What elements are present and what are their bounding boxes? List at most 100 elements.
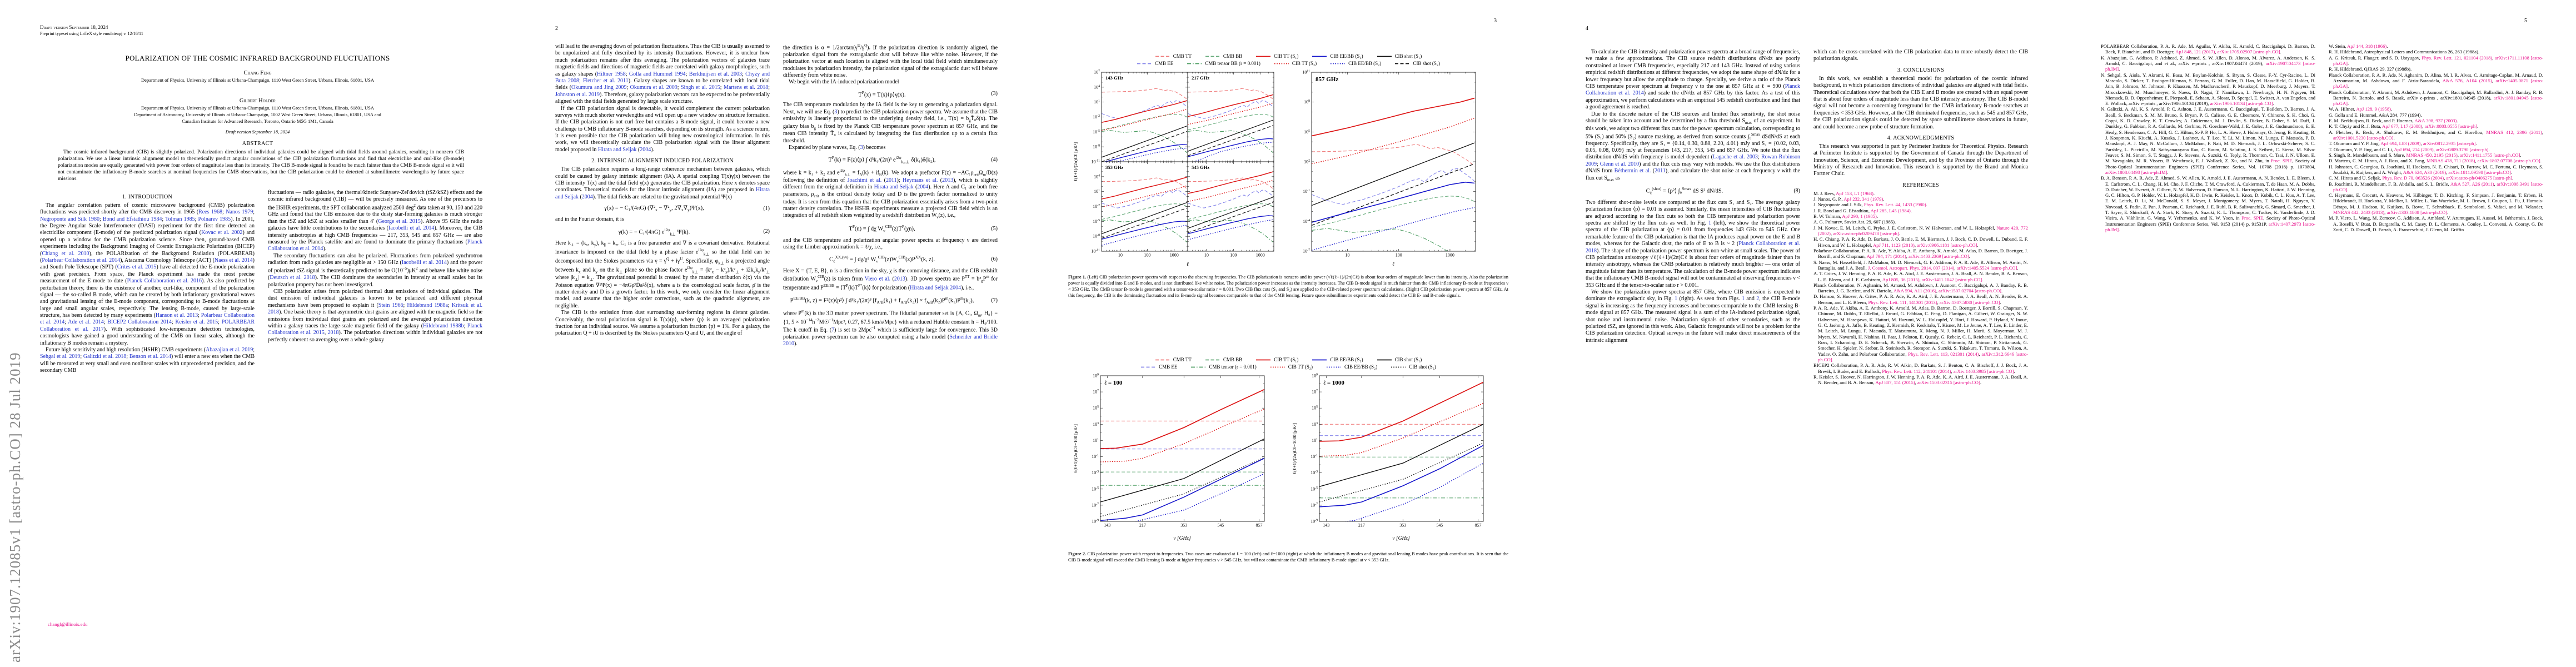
citation-link[interactable]: Kritsuk et al. 2018 (268, 302, 482, 316)
reference-link[interactable]: arXiv:0812.2935 [astro-ph] (2423, 141, 2476, 147)
reference-link[interactable]: ApJ 848, 121 (2017) (2175, 49, 2215, 55)
reference-link[interactable]: Nature 420, 772 (2002) (1818, 225, 2028, 237)
reference-link[interactable]: J. Cosmol. Astropart. Phys. 2014, 007 (2… (1867, 265, 1955, 271)
citation-link[interactable]: Negroponte and Silk 1980 (40, 216, 100, 222)
citation-link[interactable]: Bond and Efstathiou 1984 (102, 216, 162, 222)
citation-link[interactable]: Keisler et al. 2015 (175, 319, 218, 326)
citation-link[interactable]: Hirata and Seljak 2004 (910, 285, 961, 291)
reference-link[interactable]: ApJ 153, L1 (1968) (1836, 190, 1874, 196)
citation-link[interactable]: Hanson et al. 2013 (155, 312, 198, 319)
citation-link[interactable]: Nanos 1979 (226, 209, 253, 216)
reference-link[interactable]: MNRAS 478, 711 (2018) (2426, 158, 2475, 164)
reference-link[interactable]: arXiv:0906.1181 [astro-ph.CO] (1917, 242, 1977, 248)
reference-link[interactable]: Phys. Rev. Lett. 112, 241101 (2014) (1882, 368, 1951, 374)
citation-link[interactable]: Lagache et al. 2003 (1713, 154, 1758, 161)
citation-link[interactable]: 2004 (581, 193, 593, 200)
reference-link[interactable]: arXiv:1705.02907 [astro-ph.CO] (2217, 49, 2280, 55)
citation-link[interactable]: Fletcher et al. 2011 (582, 77, 629, 84)
reference-link[interactable]: arXiv:1503.02315 [astro-ph.CO] (1917, 380, 1980, 386)
reference-link[interactable]: arXiv:1507.02704 [astro-ph.CO] (1939, 288, 2002, 294)
citation-link[interactable]: Stein 1966 (378, 302, 403, 308)
citation-link[interactable]: Berkhuijsen et al. 2003 (689, 71, 743, 77)
citation-link[interactable]: Hirata and Seljak (874, 184, 914, 191)
reference-link[interactable]: arXiv:1802.07708 [astro-ph.CO] (2477, 158, 2540, 164)
citation-link[interactable]: Rees 1968 (198, 209, 222, 216)
reference-link[interactable]: ApJ 144, 318 (1966) (2347, 43, 2387, 49)
citation-link[interactable]: Viero et al. (864, 276, 891, 282)
reference-link[interactable]: A&A 398, 937 (2003) (2414, 118, 2457, 124)
citation-link[interactable]: Kovac et al. 2002 (201, 230, 243, 236)
reference-link[interactable]: ApJ 805, 36 (2015) (1882, 276, 1920, 282)
citation-link[interactable]: Johnston et al. 2019 (555, 91, 600, 98)
citation-link[interactable]: 3 (834, 108, 838, 115)
reference-link[interactable]: arXiv:1411.1042 [astro-ph.CO] (1921, 276, 1982, 282)
citation-link[interactable]: 2004 (640, 146, 651, 153)
reference-link[interactable]: ApJ 694, L83 (2009) (2380, 141, 2421, 147)
citation-link[interactable]: POLARBEAR Collaboration et al. 2017 (40, 319, 255, 332)
reference-link[interactable]: ApJ 794, 171 (2014) (1866, 253, 1906, 260)
reference-link[interactable]: Phys. Rev. Lett. 121, 021104 (2018) (2421, 54, 2493, 61)
reference-link[interactable]: arXiv:1407.2973 [astro-ph.IM] (2105, 221, 2315, 232)
citation-link[interactable]: Golla and Hummel 1994 (629, 71, 686, 77)
citation-link[interactable]: 2011 (1655, 168, 1666, 175)
reference-link[interactable]: arXiv:1801.04945 [astro-ph.GA] (2333, 94, 2544, 107)
citation-link[interactable]: Crites et al. 2015 (117, 264, 157, 271)
citation-link[interactable]: Planck Collaboration et al. 2016 (127, 278, 202, 285)
citation-link[interactable]: Polarbear Collaboration et al. 2014 (40, 312, 255, 326)
reference-link[interactable]: arXiv:0809.3790 [astro-ph] (2435, 146, 2489, 152)
reference-link[interactable]: MNRAS 450, 2195 (2015) (2406, 152, 2458, 158)
reference-link[interactable]: arXiv:1008.3491 [astro-ph.CO] (2333, 181, 2544, 192)
citation-link[interactable]: Martens et al. 2018 (724, 84, 769, 91)
citation-link[interactable]: 1 (1742, 296, 1745, 302)
citation-link[interactable]: 2013 (894, 276, 905, 282)
reference-link[interactable]: ApJ 807, 151 (2015) (1875, 380, 1915, 386)
reference-link[interactable]: arXiv:1403.2369 [astro-ph.CO] (1909, 253, 1969, 260)
citation-link[interactable]: Hirata and Seljak (555, 187, 770, 200)
citation-link[interactable]: 1 (1675, 296, 1678, 302)
citation-link[interactable]: Planck Collaboration et al. 2014 (268, 238, 482, 252)
reference-link[interactable]: arXiv:1405.5524 [astro-ph.CO] (1956, 265, 2017, 271)
reference-link[interactable]: A&A 576, A104 (2015) (2442, 77, 2492, 83)
citation-link[interactable]: 2 (1756, 296, 1760, 302)
reference-link[interactable]: arXiv:1307.5830 [astro-ph.CO] (1939, 299, 2000, 305)
citation-link[interactable]: 7 (831, 327, 835, 334)
citation-link[interactable]: Polnarev 1985 (198, 216, 231, 222)
citation-link[interactable]: 2013 (942, 177, 954, 184)
citation-link[interactable]: George et al. 2015 (378, 218, 421, 225)
reference-link[interactable]: Phys. Rev. D 70, 063526 (2004) (2382, 175, 2444, 181)
citation-link[interactable]: 2011 (885, 177, 897, 184)
citation-link[interactable]: Chiang et al. 2010 (42, 250, 89, 257)
reference-link[interactable]: ApJ 694, 214 (2009) (2394, 146, 2434, 152)
citation-link[interactable]: Schneider and Bridle 2010 (783, 334, 998, 347)
reference-link[interactable]: A&A 527, A26 (2011) (2450, 181, 2494, 187)
citation-link[interactable]: Hiltner 1958 (597, 71, 626, 77)
reference-link[interactable]: Proc. SPIE (2270, 158, 2293, 164)
citation-link[interactable]: Rowan-Robinson 2009 (1586, 154, 1800, 167)
citation-link[interactable]: Galitzki et al. 2018 (83, 354, 127, 360)
reference-link[interactable]: arXiv:1811.09598 [astro-ph.CO] (2448, 169, 2511, 175)
citation-link[interactable]: Heymans et al. (903, 177, 938, 184)
reference-link[interactable]: ApJ 677, L17 (2008) (2382, 123, 2423, 130)
reference-link[interactable]: arXiv:1711.11108 [astro-ph.GA] (2333, 54, 2543, 66)
citation-link[interactable]: Joachimi et al. (847, 177, 882, 184)
reference-link[interactable]: arXiv:1906.10134 [astro-ph.CO] (2210, 101, 2273, 107)
citation-link[interactable]: Deutsch et al. 2018 (270, 275, 315, 281)
citation-link[interactable]: 1 (1708, 220, 1711, 227)
reference-link[interactable]: Phys. Rev. Lett. 44, 1433 (1980) (1864, 202, 1926, 208)
reference-link[interactable]: ApJ 711, 1123 (2010) (1873, 242, 1915, 248)
citation-link[interactable]: Polarbear Collaboration et al. 2014 (42, 257, 121, 263)
reference-link[interactable]: arXiv:1411.1755 [astro-ph.CO] (2460, 152, 2520, 158)
citation-link[interactable]: Glenn et al. 2010 (1600, 161, 1640, 167)
reference-link[interactable]: arXiv:1405.0871 [astro-ph.GA] (2333, 77, 2544, 89)
reference-link[interactable]: ApJ 290, 1 (1985) (1842, 213, 1877, 220)
reference-link[interactable]: MNRAS 432, 2433 (2013) (2333, 210, 2385, 216)
citation-link[interactable]: Ade et al. 2014 (68, 319, 104, 326)
citation-link[interactable]: Planck Collaboration et al. 2015 (268, 322, 482, 336)
reference-link[interactable]: MNRAS 412, 2396 (2011) (2486, 129, 2542, 135)
reference-link[interactable]: arXiv:0803.0555 [astro-ph] (2424, 123, 2478, 130)
citation-link[interactable]: Singh et al. 2015 (681, 84, 720, 91)
reference-link[interactable]: A&A 624, A30 (2019) (2403, 169, 2447, 175)
reference-link[interactable]: Phys. Rev. Lett. 113, 021301 (2014) (1908, 351, 1979, 357)
reference-link[interactable]: Phys. Rev. Lett. 111, 141301 (2013) (1868, 299, 1937, 305)
